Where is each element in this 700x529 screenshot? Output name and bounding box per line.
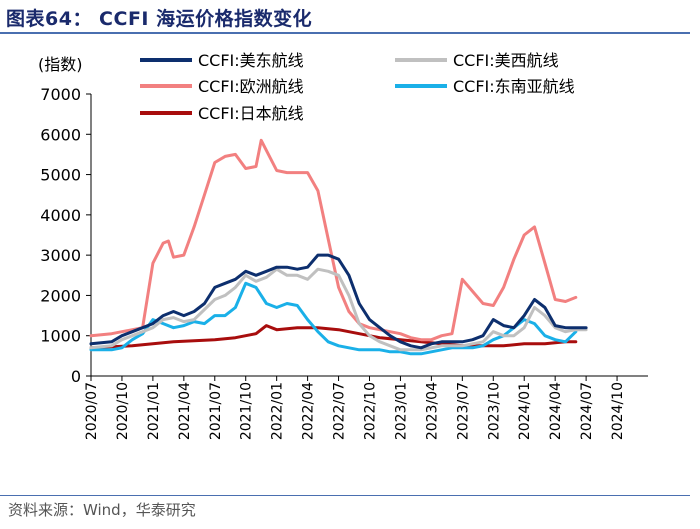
series-line	[89, 267, 588, 352]
x-tick-label: 2024/04	[548, 382, 564, 440]
legend-label: CCFI:欧洲航线	[198, 77, 304, 96]
x-tick-label: 2024/07	[579, 382, 595, 440]
y-tick-label: 2000	[40, 286, 81, 305]
x-tick-label: 2022/10	[363, 382, 379, 440]
x-tick-label: 2023/07	[455, 382, 471, 440]
x-tick-label: 2022/04	[301, 382, 317, 440]
title-divider	[0, 32, 690, 34]
x-tick-label: 2022/07	[332, 382, 348, 440]
legend-label: CCFI:东南亚航线	[453, 77, 575, 96]
y-tick-label: 0	[71, 367, 81, 386]
series-layer	[89, 138, 588, 356]
x-tick-label: 2022/01	[270, 382, 286, 440]
series-line	[89, 281, 578, 356]
x-tick-label: 2023/04	[424, 382, 440, 440]
source-note: 资料来源：Wind，华泰研究	[8, 501, 196, 519]
y-tick-label: 3000	[40, 246, 81, 265]
y-tick-label: 7000	[40, 85, 81, 104]
legend-label: CCFI:日本航线	[198, 104, 304, 123]
chart-legend: CCFI:美东航线 CCFI:美西航线 CCFI:欧洲航线 CCFI:东南亚航线 CCF…	[140, 51, 575, 123]
series-line	[89, 138, 578, 342]
x-tick-label: 2023/01	[393, 382, 409, 440]
x-tick-label: 2021/07	[208, 382, 224, 440]
series-line	[89, 324, 578, 350]
x-tick-label: 2024/10	[610, 382, 626, 440]
x-tick-label: 2021/01	[146, 382, 162, 440]
y-tick-label: 4000	[40, 206, 81, 225]
series-line	[89, 253, 588, 350]
x-tick-label: 2024/01	[517, 382, 533, 440]
page-title: 图表64： CCFI 海运价格指数变化	[6, 8, 313, 30]
legend-label: CCFI:美东航线	[198, 51, 304, 70]
chart-axes: 0 1000 2000 3000 4000 5000 6000 7000 2020/07 2020…	[40, 85, 648, 440]
x-tick-label: 2020/07	[84, 382, 100, 440]
x-tick-label: 2023/10	[486, 382, 502, 440]
x-tick-label: 2021/04	[177, 382, 193, 440]
x-tick-label: 2020/10	[115, 382, 131, 440]
y-tick-label: 1000	[40, 327, 81, 346]
y-tick-label: 6000	[40, 125, 81, 144]
footer-divider	[0, 495, 690, 496]
y-tick-label: 5000	[40, 166, 81, 185]
x-tick-label: 2021/10	[239, 382, 255, 440]
legend-label: CCFI:美西航线	[453, 51, 559, 70]
y-axis-unit-label: (指数)	[38, 55, 83, 74]
